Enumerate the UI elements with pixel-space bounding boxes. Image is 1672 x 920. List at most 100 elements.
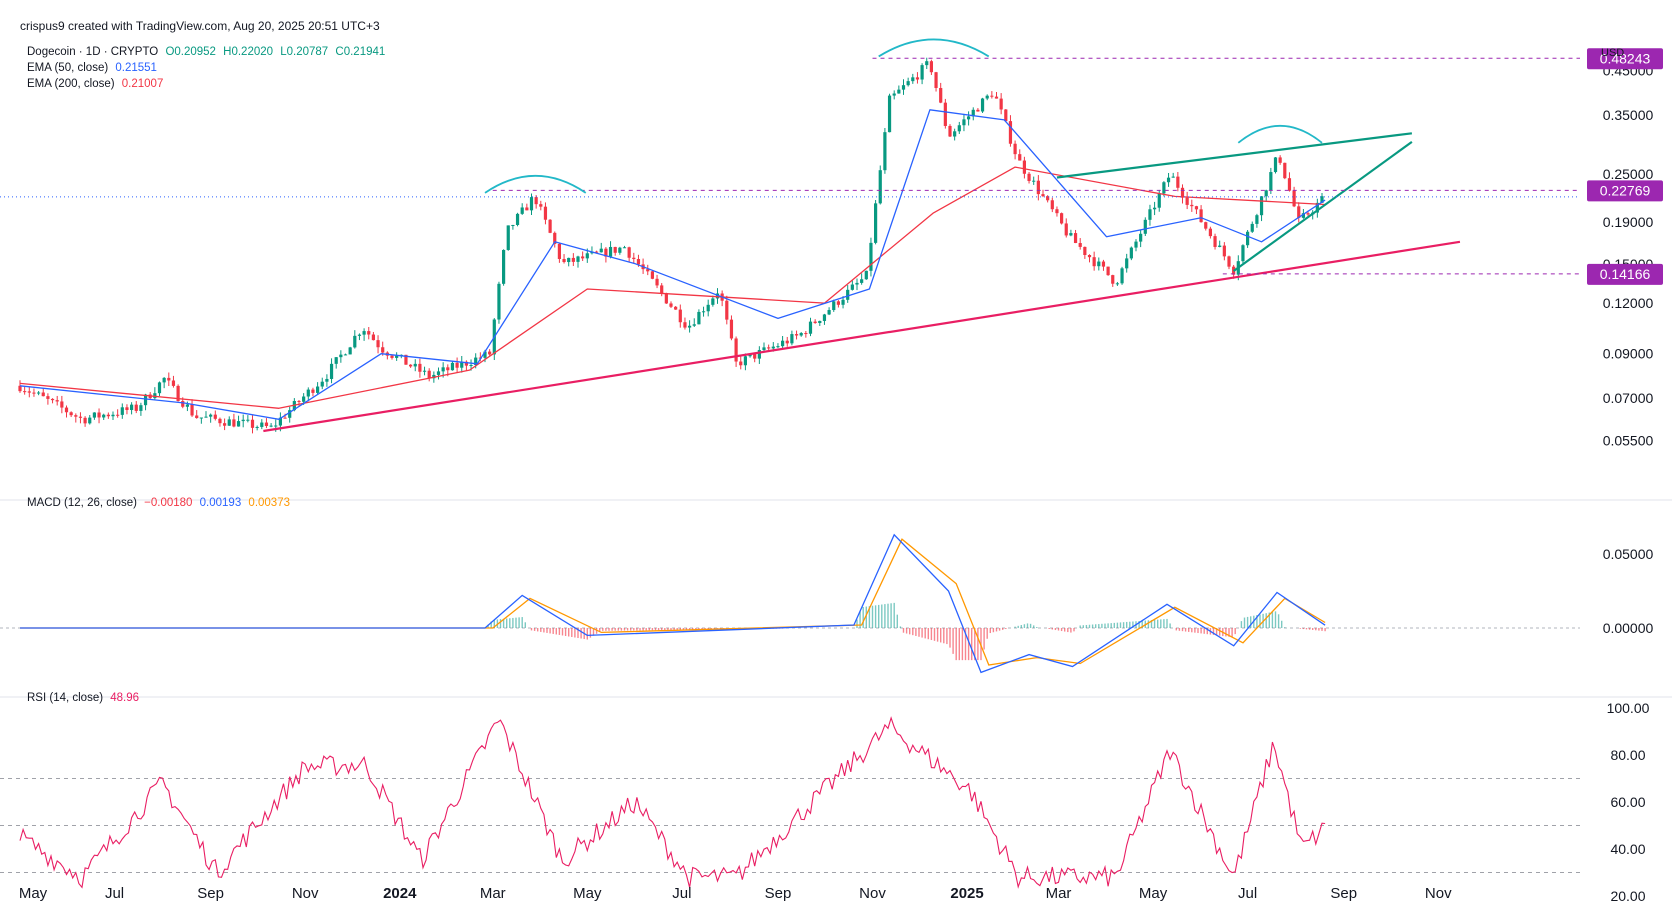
candle-body [864,270,868,280]
wedge-trendline [1233,140,1413,272]
candle-body [1222,245,1226,257]
candle-body [571,257,575,262]
candle-body [88,417,92,424]
candle-body [1199,209,1203,223]
candle-body [1287,178,1292,191]
candle-body [1218,245,1222,247]
candle-body [143,394,148,406]
candle-body [520,207,524,214]
level-badge [1587,263,1663,285]
candle-body [460,361,464,368]
candle-body [18,385,22,392]
candle-body [1050,200,1054,210]
candle-body [785,340,789,344]
candle-body [348,347,352,355]
candle-body [1125,258,1129,269]
candle-body [1092,257,1096,267]
candle-body [1008,121,1013,144]
candle-body [1185,197,1189,205]
candle-body [483,351,487,358]
candle-body [209,414,213,417]
candle-body [241,419,245,422]
candle-body [255,426,259,428]
candle-body [906,81,910,86]
candle-body [822,314,827,321]
time-tick-label: Jul [672,885,691,902]
candle-body [1166,177,1171,183]
candle-body [32,392,36,394]
rsi-line [19,716,1326,889]
candle-body [450,362,455,371]
candle-body [999,98,1003,110]
candle-body [804,333,808,335]
candle-body [627,247,631,258]
candle-body [1004,109,1008,122]
candle-body [599,248,603,253]
candle-body [185,404,189,407]
time-tick-label: Sep [765,885,792,902]
price-tick-label: 0.12000 [1603,295,1654,311]
candle-body [204,416,208,418]
candle-body [655,278,659,286]
candle-body [1060,213,1064,224]
candle-body [650,271,654,279]
candle-body [753,354,757,359]
candle-body [46,396,50,399]
candle-body [883,132,887,171]
candle-body [1292,190,1296,207]
candle-body [869,242,873,271]
candle-body [404,354,408,365]
candle-body [743,356,747,366]
candle-body [1111,275,1115,284]
candle-body [362,331,366,335]
candle-body [1027,173,1031,181]
candle-body [683,322,687,328]
candle-body [455,362,459,368]
candle-body [474,357,478,365]
time-tick-label: Nov [859,885,886,902]
candle-body [283,417,287,419]
candle-body [855,282,859,285]
candle-body [585,253,589,259]
time-tick-label: May [1139,885,1168,902]
candle-body [41,392,45,397]
candle-body [562,258,566,263]
candle-body [427,370,431,379]
macd-tick-label: 0.00000 [1603,620,1654,636]
candle-body [55,400,59,402]
candle-body [78,416,83,418]
candle-body [153,393,157,399]
candle-body [911,77,915,82]
candle-body [701,311,706,313]
candle-body [464,361,468,366]
candle-body [302,396,306,402]
candle-body [139,405,143,411]
rsi-tick-label: 40.00 [1610,841,1645,857]
rsi-label: RSI (14, close) [27,692,104,704]
candle-body [925,61,929,66]
candle-body [832,301,836,311]
currency-label: USD [1601,47,1625,59]
candle-body [1246,231,1250,246]
candle-body [567,257,571,263]
candle-body [548,219,552,233]
candle-body [976,109,980,112]
candle-body [497,283,501,320]
candle-body [1194,206,1199,210]
candle-body [934,72,938,89]
candle-body [827,310,831,315]
candle-body [553,232,557,244]
candle-body [915,77,920,80]
candle-body [622,247,627,249]
candle-body [511,224,515,226]
candle-body [762,347,766,351]
candle-body [288,410,292,418]
candle-body [953,131,957,137]
candle-body [632,257,636,260]
candle-body [818,320,822,324]
candle-body [725,300,729,320]
candle-body [939,88,943,103]
candle-body [1036,180,1040,195]
candle-body [92,412,96,418]
candle-body [167,377,171,381]
